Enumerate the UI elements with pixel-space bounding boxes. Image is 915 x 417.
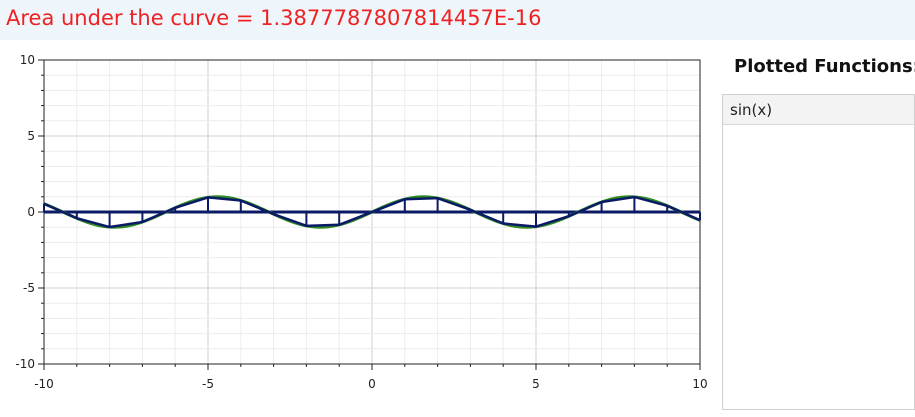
functions-panel-title: Plotted Functions:	[734, 56, 915, 77]
x-tick-label: -5	[202, 377, 214, 391]
function-plot[interactable]: -10 -5 0 5 10 10 5 0 -5 -10	[0, 40, 720, 413]
x-tick-label: 5	[532, 377, 540, 391]
x-tick-label: 10	[692, 377, 707, 391]
x-tick-label: 0	[368, 377, 376, 391]
function-list-item[interactable]: sin(x)	[723, 95, 914, 125]
y-tick-label: -5	[23, 281, 35, 295]
header-bar: Area under the curve = 1.387778780781445…	[0, 0, 915, 40]
functions-panel: Plotted Functions: sin(x)	[720, 40, 915, 413]
function-list[interactable]: sin(x)	[722, 94, 915, 410]
area-result-text: Area under the curve = 1.387778780781445…	[6, 6, 542, 30]
x-tick-label: -10	[34, 377, 54, 391]
y-tick-label: 0	[27, 205, 35, 219]
trapezoid-approximation	[43, 195, 701, 229]
y-tick-label: 5	[27, 129, 35, 143]
y-tick-label: 10	[20, 53, 35, 67]
y-tick-label: -10	[15, 357, 35, 371]
plot-area[interactable]: -10 -5 0 5 10 10 5 0 -5 -10	[0, 40, 720, 413]
